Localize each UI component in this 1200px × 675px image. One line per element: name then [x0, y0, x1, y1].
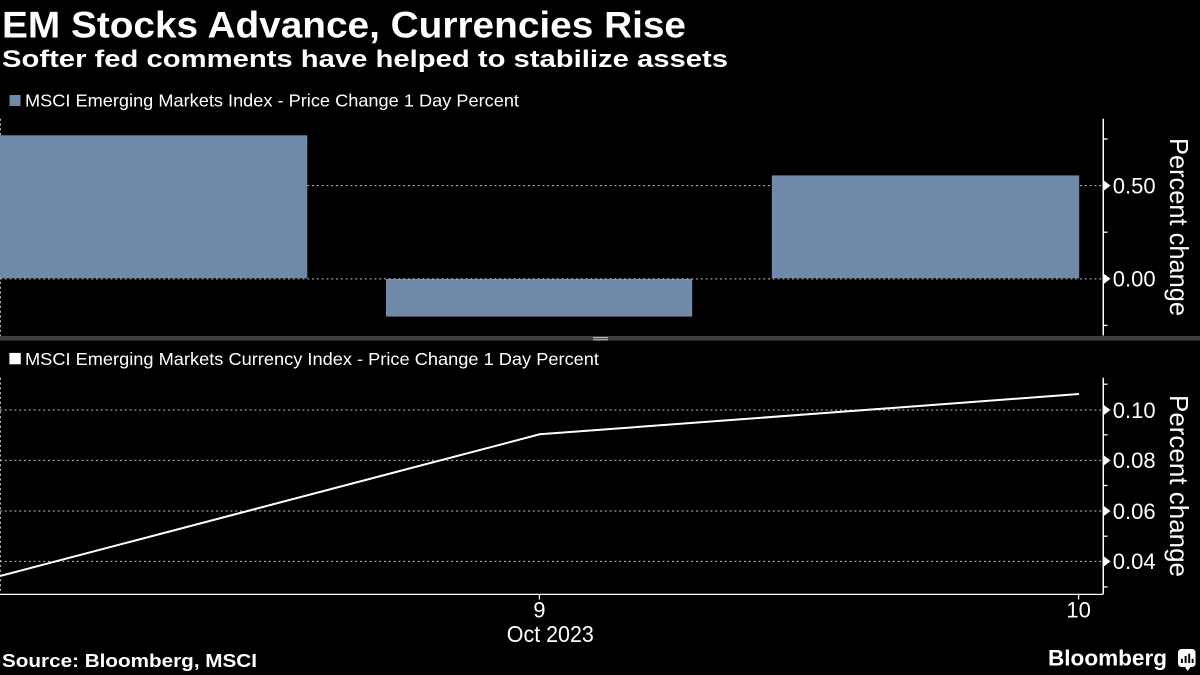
svg-text:Bloomberg: Bloomberg: [1048, 646, 1167, 671]
svg-text:10: 10: [1066, 598, 1090, 623]
svg-text:Oct 2023: Oct 2023: [507, 621, 594, 647]
svg-text:0.06: 0.06: [1113, 499, 1156, 524]
svg-text:0.50: 0.50: [1113, 173, 1156, 198]
svg-text:0.00: 0.00: [1113, 267, 1156, 292]
svg-text:EM Stocks Advance, Currencies: EM Stocks Advance, Currencies Rise: [2, 4, 686, 45]
svg-text:0.04: 0.04: [1113, 549, 1156, 574]
svg-text:Softer fed comments have helpe: Softer fed comments have helped to stabi…: [2, 46, 728, 73]
svg-text:MSCI Emerging Markets Index -: MSCI Emerging Markets Index - Price Chan…: [25, 91, 519, 111]
svg-text:MSCI Emerging Markets Currency: MSCI Emerging Markets Currency Index - P…: [25, 349, 599, 369]
svg-text:0.10: 0.10: [1113, 398, 1156, 423]
svg-text:Percent change: Percent change: [1164, 395, 1194, 577]
svg-text:Percent change: Percent change: [1164, 138, 1194, 316]
svg-text:9: 9: [533, 598, 545, 623]
svg-text:0.08: 0.08: [1113, 448, 1156, 473]
svg-text:Source: Bloomberg, MSCI: Source: Bloomberg, MSCI: [2, 650, 257, 671]
